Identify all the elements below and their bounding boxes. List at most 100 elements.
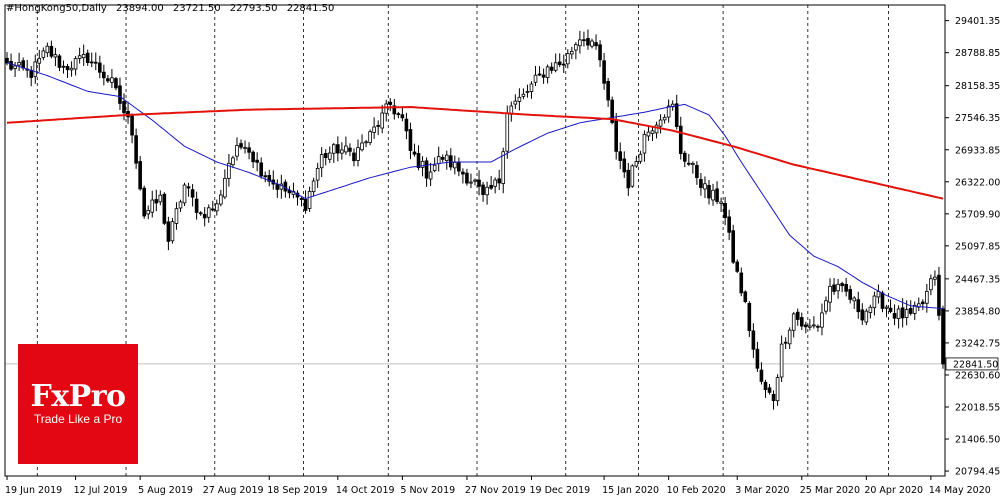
candle-body bbox=[606, 80, 610, 101]
candle-body bbox=[53, 54, 58, 58]
candle-body bbox=[900, 307, 905, 319]
last-price-label: 22841.50 bbox=[953, 359, 998, 370]
candle-body bbox=[650, 130, 655, 134]
candle-body bbox=[102, 71, 106, 79]
time-tick-label: 18 Sep 2019 bbox=[267, 485, 327, 496]
slow-moving-average-line bbox=[6, 105, 944, 200]
price-tick-label: 24467.35 bbox=[955, 274, 1000, 285]
candle-body bbox=[832, 284, 836, 292]
moving-averages bbox=[6, 62, 944, 309]
candle-body bbox=[210, 208, 215, 211]
candle-body bbox=[299, 198, 304, 200]
candle-body bbox=[146, 209, 151, 215]
candle-body bbox=[444, 154, 449, 162]
candle-body bbox=[247, 147, 251, 153]
price-tick-label: 22630.60 bbox=[955, 370, 1000, 381]
candle-body bbox=[735, 261, 740, 272]
candle-body bbox=[432, 164, 437, 171]
candle-body bbox=[723, 202, 727, 218]
candle-body bbox=[5, 57, 9, 64]
candle-body bbox=[368, 131, 372, 143]
symbol-label: #HongKong50,Daily bbox=[6, 3, 107, 14]
candle-body bbox=[844, 283, 848, 292]
candle-body bbox=[376, 125, 380, 127]
price-tick-label: 26322.00 bbox=[955, 177, 1000, 188]
candle-body bbox=[65, 66, 70, 71]
candle-body bbox=[114, 78, 118, 89]
time-tick-label: 27 Aug 2019 bbox=[203, 485, 264, 496]
candle-body bbox=[715, 188, 719, 202]
candle-body bbox=[610, 99, 614, 123]
candle-body bbox=[307, 190, 312, 209]
candle-body bbox=[654, 124, 659, 134]
candle-body bbox=[198, 212, 203, 215]
candle-body bbox=[799, 317, 804, 327]
candle-body bbox=[642, 133, 647, 154]
candle-body bbox=[118, 85, 122, 104]
candle-body bbox=[860, 309, 865, 321]
candle-body bbox=[808, 325, 812, 328]
candle-body bbox=[582, 39, 586, 42]
candle-body bbox=[41, 50, 46, 58]
candle-body bbox=[202, 213, 207, 219]
candle-body bbox=[33, 61, 38, 77]
time-tick-label: 19 Dec 2019 bbox=[529, 485, 590, 496]
candle-body bbox=[481, 184, 485, 196]
candle-body bbox=[489, 184, 493, 189]
chart-header: #HongKong50,Daily 23894.00 23721.50 2279… bbox=[6, 3, 340, 14]
candle-body bbox=[533, 74, 538, 83]
fast-moving-average-line bbox=[6, 62, 944, 309]
candle-body bbox=[565, 53, 570, 65]
candle-body bbox=[908, 307, 913, 314]
candle-body bbox=[929, 278, 933, 291]
candle-body bbox=[804, 324, 808, 328]
last-price-tag bbox=[945, 357, 999, 371]
candle-body bbox=[876, 291, 881, 298]
candle-body bbox=[227, 162, 231, 179]
candle-body bbox=[428, 171, 433, 180]
candle-body bbox=[170, 221, 175, 242]
time-tick-label: 20 Apr 2020 bbox=[864, 485, 923, 496]
candle-body bbox=[182, 184, 187, 204]
candle-body bbox=[590, 40, 594, 47]
candle-body bbox=[166, 221, 171, 242]
candles bbox=[5, 29, 945, 410]
candle-body bbox=[453, 162, 457, 169]
candle-body bbox=[598, 44, 602, 61]
candle-body bbox=[331, 144, 336, 154]
ohlc-close: 22841.50 bbox=[286, 3, 335, 14]
candle-body bbox=[630, 165, 635, 187]
time-tick-label: 3 Mar 2020 bbox=[735, 485, 789, 496]
candle-body bbox=[646, 131, 651, 137]
candle-body bbox=[448, 155, 453, 168]
candle-body bbox=[122, 101, 126, 114]
candle-body bbox=[836, 283, 840, 292]
candle-body bbox=[755, 348, 760, 369]
candle-body bbox=[416, 153, 421, 169]
candle-body bbox=[311, 180, 316, 193]
candle-body bbox=[98, 62, 102, 73]
price-tick-label: 23242.75 bbox=[955, 338, 1000, 349]
candle-body bbox=[110, 77, 114, 83]
candle-body bbox=[791, 313, 796, 331]
candle-body bbox=[517, 96, 522, 102]
candle-body bbox=[884, 306, 889, 309]
candle-body bbox=[719, 201, 723, 204]
candle-body bbox=[424, 160, 429, 179]
candle-body bbox=[319, 154, 324, 169]
candle-body bbox=[856, 299, 861, 313]
candle-body bbox=[69, 67, 74, 71]
candle-body bbox=[828, 285, 832, 303]
candle-body bbox=[743, 291, 748, 302]
candle-body bbox=[142, 187, 146, 217]
candle-body bbox=[513, 100, 518, 105]
candle-body bbox=[77, 55, 82, 59]
candle-body bbox=[130, 115, 134, 136]
candle-body bbox=[154, 199, 159, 204]
candle-body bbox=[699, 179, 703, 188]
fxpro-logo: FxPro Trade Like a Pro bbox=[18, 344, 138, 464]
candle-body bbox=[602, 60, 606, 84]
candle-body bbox=[666, 105, 671, 118]
candle-body bbox=[344, 145, 348, 153]
candle-body bbox=[880, 292, 885, 309]
